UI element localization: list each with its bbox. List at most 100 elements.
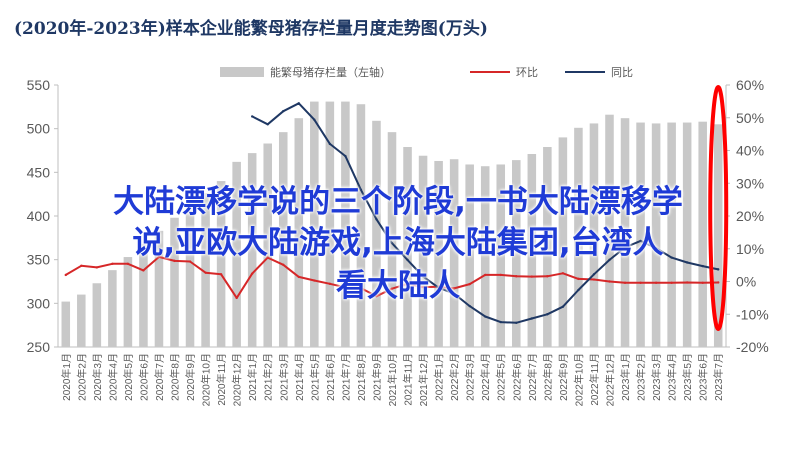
- legend-swatch-bars: [220, 67, 264, 77]
- yoy-point-29: [499, 320, 502, 324]
- mom-point-24: [421, 285, 425, 289]
- x-tick-label: 2021年2月: [262, 353, 275, 401]
- bar-storage-12: [232, 161, 241, 347]
- bar-storage-40: [667, 122, 676, 347]
- bar-storage-1: [61, 301, 71, 347]
- x-tick-label: 2020年10月: [200, 353, 213, 406]
- mom-point-41: [685, 281, 689, 284]
- bar-storage-2: [77, 294, 86, 347]
- right-axis-tick-label: 40%: [736, 143, 764, 159]
- bar-storage-26: [449, 159, 459, 347]
- x-tick-label: 2022年8月: [541, 353, 554, 401]
- yoy-point-33: [561, 305, 565, 308]
- bar-storage-38: [636, 122, 645, 347]
- yoy-point-40: [670, 256, 673, 259]
- bar-storage-3: [92, 283, 102, 347]
- yoy-point-36: [608, 258, 611, 262]
- mom-point-35: [592, 278, 596, 281]
- bar-storage-9: [185, 203, 195, 347]
- left-axis-tick-label: 250: [27, 339, 51, 355]
- right-axis-tick-label: 0%: [736, 274, 756, 290]
- overlay-headline-line-3: 看大陆人: [336, 268, 460, 304]
- x-tick-label: 2022年4月: [479, 353, 492, 401]
- left-axis-tick-label: 500: [27, 121, 51, 137]
- x-tick-label: 2023年1月: [619, 353, 632, 401]
- bar-storage-4: [108, 270, 117, 347]
- right-axis-tick-label: 30%: [736, 175, 764, 191]
- mom-point-13: [250, 272, 254, 275]
- mom-point-26: [452, 287, 456, 290]
- x-tick-label: 2020年9月: [184, 353, 197, 401]
- bar-storage-25: [434, 160, 443, 347]
- yoy-point-37: [623, 246, 627, 249]
- overlay-headline-line-1: 大陆漂移学说的三个阶段,一书大陆漂移学: [113, 184, 683, 220]
- mom-point-6: [142, 269, 145, 272]
- mom-point-33: [561, 272, 565, 275]
- bar-storage-43: [713, 124, 723, 347]
- yoy-point-20: [359, 188, 363, 191]
- left-axis-tick-label: 300: [27, 295, 51, 311]
- bar-storage-36: [605, 114, 614, 348]
- bar-storage-27: [465, 164, 474, 347]
- yoy-point-26: [452, 292, 456, 295]
- bar-storage-19: [341, 101, 350, 348]
- bar-storage-8: [170, 217, 179, 347]
- bar-storage-28: [480, 166, 490, 347]
- yoy-point-30: [515, 321, 518, 324]
- x-tick-label: 2022年9月: [557, 353, 570, 401]
- x-tick-label: 2023年7月: [712, 353, 725, 401]
- x-tick-label: 2020年12月: [231, 353, 244, 406]
- mom-point-7: [157, 255, 161, 259]
- x-tick-label: 2020年8月: [169, 353, 182, 401]
- x-tick-label: 2022年11月: [588, 353, 601, 406]
- bar-storage-10: [201, 193, 210, 347]
- mom-point-38: [639, 281, 642, 285]
- yoy-point-28: [484, 315, 487, 318]
- right-axis-tick-label: -20%: [736, 339, 769, 355]
- yoy-point-27: [468, 304, 471, 308]
- mom-point-10: [204, 271, 207, 274]
- overlay-headline-line-2: 说,亚欧大陆游戏,上海大陆集团,台湾人: [132, 225, 664, 261]
- mom-point-29: [499, 273, 502, 277]
- bar-storage-22: [387, 132, 397, 347]
- x-tick-label: 2020年11月: [215, 353, 228, 406]
- yoy-point-25: [437, 286, 440, 289]
- mom-point-31: [530, 275, 534, 278]
- mom-point-30: [515, 275, 518, 278]
- x-tick-label: 2020年5月: [122, 353, 135, 401]
- x-tick-label: 2021年4月: [293, 353, 306, 401]
- yoy-point-34: [577, 288, 580, 292]
- mom-point-36: [608, 280, 611, 283]
- mom-point-9: [188, 260, 192, 263]
- right-axis-tick-label: 10%: [736, 241, 764, 257]
- yoy-point-41: [685, 261, 689, 264]
- x-tick-label: 2020年1月: [60, 353, 73, 401]
- bar-storage-37: [620, 118, 630, 347]
- mom-point-22: [390, 287, 394, 290]
- mom-point-17: [313, 279, 316, 282]
- bar-storage-17: [310, 101, 319, 348]
- bar-storage-16: [294, 118, 304, 347]
- bar-storage-18: [325, 101, 335, 348]
- mom-point-21: [375, 295, 378, 298]
- x-tick-label: 2021年1月: [246, 353, 259, 401]
- bar-storage-23: [403, 147, 412, 347]
- mom-point-11: [219, 273, 223, 276]
- bar-storage-42: [698, 121, 707, 348]
- yoy-point-42: [701, 264, 704, 268]
- yoy-point-39: [654, 246, 658, 250]
- mom-point-37: [623, 281, 627, 285]
- x-tick-label: 2021年5月: [308, 353, 321, 401]
- mom-point-19: [344, 286, 347, 289]
- x-tick-label: 2020年3月: [91, 353, 104, 401]
- x-tick-label: 2021年6月: [324, 353, 337, 401]
- x-tick-label: 2022年2月: [448, 353, 461, 401]
- mom-point-12: [235, 296, 238, 300]
- yoy-point-22: [390, 241, 394, 245]
- x-tick-label: 2023年3月: [650, 353, 663, 401]
- yoy-point-15: [282, 110, 285, 113]
- bar-storage-24: [418, 155, 428, 347]
- x-tick-label: 2020年7月: [153, 353, 166, 401]
- legend-label-bars: 能繁母猪存栏量（左轴）: [270, 65, 391, 79]
